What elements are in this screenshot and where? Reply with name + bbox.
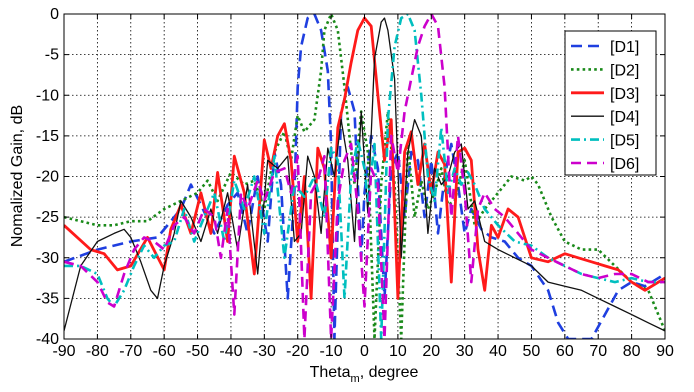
y-tick-label: 0 (50, 6, 59, 23)
x-tick-label: -30 (253, 343, 276, 360)
axis-ticks: -90 -80 -70 -60 -50 -40 -30 -20 -10 0 10 20 30 40 50 60… (36, 6, 674, 360)
legend-label-d3: [D3] (610, 86, 639, 103)
x-axis-label-main: Theta (310, 364, 351, 381)
x-tick-label: 50 (523, 343, 541, 360)
x-tick-label: -20 (286, 343, 309, 360)
x-axis-label-tail: , degree (360, 364, 419, 381)
legend-label-d2: [D2] (610, 62, 639, 79)
x-tick-label: 40 (489, 343, 507, 360)
series-line-d2 (64, 14, 665, 339)
x-tick-label: 30 (456, 343, 474, 360)
y-tick-label: -30 (36, 250, 59, 267)
x-tick-label: -60 (153, 343, 176, 360)
grid-lines (64, 14, 665, 339)
x-axis-label-subscript: m (351, 373, 360, 385)
x-tick-label: 90 (656, 343, 674, 360)
x-tick-label: 60 (556, 343, 574, 360)
legend-label-d4: [D4] (610, 109, 639, 126)
series-line-d6 (64, 14, 665, 339)
x-tick-label: -10 (320, 343, 343, 360)
x-tick-label: 10 (389, 343, 407, 360)
y-tick-label: -10 (36, 87, 59, 104)
y-tick-label: -35 (36, 290, 59, 307)
x-tick-label: 20 (422, 343, 440, 360)
y-tick-label: -20 (36, 169, 59, 186)
legend-label-d5: [D5] (610, 133, 639, 150)
legend: [D1] [D2] [D3] [D4] [D5] [D6] (564, 30, 657, 176)
legend-label-d6: [D6] (610, 156, 639, 173)
y-tick-label: -25 (36, 209, 59, 226)
x-tick-label: 0 (360, 343, 369, 360)
x-tick-label: 70 (589, 343, 607, 360)
y-tick-label: -15 (36, 128, 59, 145)
x-tick-label: -40 (219, 343, 242, 360)
x-tick-label: -50 (186, 343, 209, 360)
x-tick-label: -90 (52, 343, 75, 360)
series-line-d4 (64, 17, 665, 332)
x-tick-label: -70 (119, 343, 142, 360)
y-tick-label: -5 (45, 47, 59, 64)
x-tick-label: 80 (623, 343, 641, 360)
legend-box (564, 30, 657, 176)
y-tick-label: -40 (36, 331, 59, 348)
legend-label-d1: [D1] (610, 39, 639, 56)
x-axis-label: Thetam, degree (310, 364, 419, 385)
x-tick-label: -80 (86, 343, 109, 360)
y-axis-label: Nomalized Gain, dB (9, 105, 26, 247)
series-line-d5 (64, 14, 665, 339)
